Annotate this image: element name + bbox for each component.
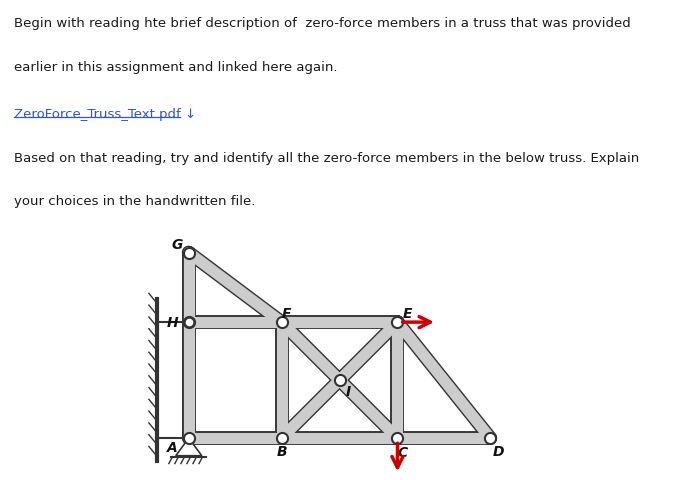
Text: C: C	[398, 445, 408, 459]
Text: B: B	[276, 444, 287, 458]
Text: your choices in the handwritten file.: your choices in the handwritten file.	[14, 194, 255, 207]
Text: Based on that reading, try and identify all the zero-force members in the below : Based on that reading, try and identify …	[14, 151, 639, 164]
Text: D: D	[493, 444, 504, 458]
Text: E: E	[403, 306, 412, 320]
Text: G: G	[172, 238, 183, 252]
Text: A: A	[167, 441, 178, 455]
Polygon shape	[176, 438, 202, 456]
Text: Begin with reading hte brief description of  zero-force members in a truss that : Begin with reading hte brief description…	[14, 17, 630, 30]
Text: earlier in this assignment and linked here again.: earlier in this assignment and linked he…	[14, 60, 337, 73]
Text: H: H	[167, 315, 179, 329]
Text: F: F	[281, 306, 291, 320]
Text: ZeroForce_Truss_Text.pdf ↓: ZeroForce_Truss_Text.pdf ↓	[14, 108, 196, 121]
Text: I: I	[346, 384, 350, 398]
